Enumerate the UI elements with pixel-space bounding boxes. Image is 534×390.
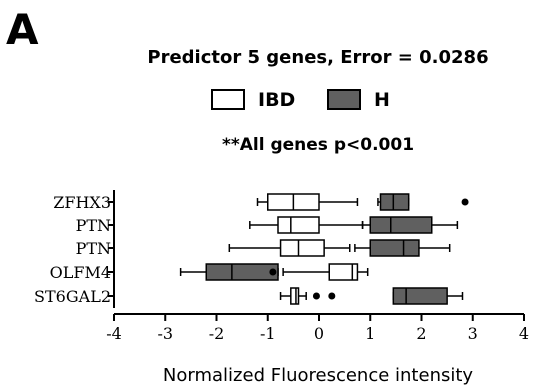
ibd-box-1 [256, 193, 359, 211]
x-tick-label: -1 [260, 324, 276, 343]
category-labels: ZFHX3 PTN PTN OLFM4 ST6GAL2 [34, 193, 111, 306]
h-box-4 [179, 263, 279, 281]
box [205, 263, 279, 281]
h-box-3 [354, 239, 451, 257]
category-label: ST6GAL2 [34, 287, 111, 306]
category-label: PTN [76, 216, 111, 235]
outlier-point [312, 292, 320, 300]
box [369, 216, 433, 234]
outlier-point [269, 268, 277, 276]
category-label: PTN [76, 239, 111, 258]
box [279, 239, 325, 257]
x-tick-label: 0 [314, 324, 324, 343]
legend-swatch-ibd [211, 89, 245, 110]
category-label: OLFM4 [50, 263, 111, 282]
x-axis: -4 -3 -2 -1 0 1 2 3 4 [106, 190, 529, 343]
significance-note: **All genes p<0.001 [222, 135, 414, 155]
x-axis-title: Normalized Fluorescence intensity [163, 365, 473, 386]
x-tick-label: 3 [468, 324, 478, 343]
x-tick-label: -2 [209, 324, 225, 343]
box [277, 216, 320, 234]
panel-label: A [6, 5, 39, 54]
x-tick-label: 1 [365, 324, 375, 343]
ibd-box-5 [279, 287, 336, 305]
outlier-point [328, 292, 336, 300]
h-box-5 [392, 287, 464, 305]
legend-label-ibd: IBD [258, 89, 295, 111]
plot-area [179, 193, 469, 305]
box [392, 287, 448, 305]
legend: IBD H [211, 89, 390, 111]
box [328, 263, 359, 281]
legend-swatch-h [327, 89, 361, 110]
ibd-box-4 [282, 263, 369, 281]
x-tick-label: -4 [106, 324, 122, 343]
ibd-box-3 [228, 239, 351, 257]
box [369, 239, 420, 257]
h-box-1 [377, 193, 469, 211]
box [379, 193, 410, 211]
x-tick-label: 2 [416, 324, 426, 343]
category-label: ZFHX3 [53, 193, 111, 212]
outlier-point [461, 198, 469, 206]
chart-title: Predictor 5 genes, Error = 0.0286 [147, 47, 488, 68]
legend-label-h: H [374, 89, 390, 111]
x-tick-label: 4 [519, 324, 529, 343]
box [290, 287, 300, 305]
x-tick-label: -3 [157, 324, 173, 343]
ibd-box-2 [249, 216, 364, 234]
h-box-2 [361, 216, 459, 234]
